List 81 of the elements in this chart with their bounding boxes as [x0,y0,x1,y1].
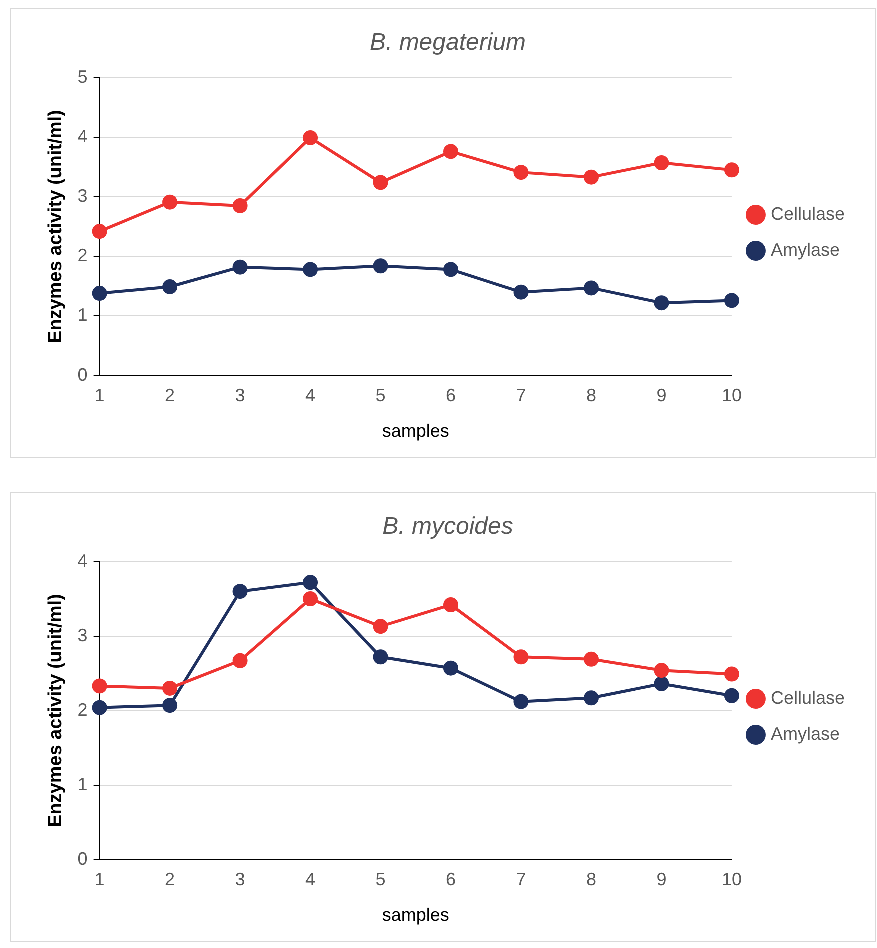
y-tick-label: 1 [78,774,88,794]
x-tick-label: 4 [306,870,316,890]
point [162,680,178,696]
point [162,279,178,294]
chart-title: B. megaterium [370,29,526,56]
x-tick-label: 8 [586,386,596,406]
x-tick-label: 10 [722,870,742,890]
point [162,194,178,210]
x-tick-label: 6 [446,386,456,406]
x-axis-title: samples [382,905,450,926]
point [373,258,388,274]
point [654,663,670,678]
x-tick-label: 7 [516,870,526,890]
point [654,156,670,171]
y-tick-label: 5 [78,66,88,87]
point [514,650,529,665]
y-tick-label: 4 [78,126,88,146]
point [654,676,670,692]
point [584,170,599,185]
legend-label: Amylase [770,240,840,260]
x-tick-label: 9 [656,870,667,890]
point [584,280,599,296]
point [444,144,459,160]
x-tick-label: 8 [586,870,596,890]
point [514,694,529,710]
point [303,575,318,590]
point [444,660,459,676]
point [724,162,740,178]
point [373,650,388,665]
x-axis-title: samples [382,421,450,442]
point [92,224,108,240]
point [724,666,740,682]
chart-title: B. mycoides [382,513,514,540]
point [444,598,459,613]
point [654,296,670,311]
y-tick-label: 1 [78,305,88,326]
y-tick-label: 2 [78,246,88,266]
point [232,198,248,214]
x-tick-label: 2 [165,870,176,890]
x-tick-label: 3 [235,386,246,406]
point [444,262,459,278]
x-tick-label: 3 [235,870,246,890]
point [373,175,388,190]
point [514,165,529,180]
y-tick-label: 3 [78,625,88,646]
point [584,652,599,667]
y-axis-title: Enzymes activity (unit/ml) [46,110,67,344]
point [92,700,108,716]
point [373,619,388,634]
y-tick-label: 0 [78,848,88,869]
point [724,293,740,308]
point [303,262,318,278]
point [584,690,599,706]
legend-label: Cellulase [770,688,846,708]
legend-label: Amylase [770,724,840,744]
point [514,284,529,300]
y-tick-label: 3 [78,186,88,206]
x-tick-label: 9 [656,386,667,406]
point [724,688,740,704]
x-tick-label: 1 [94,870,105,890]
x-tick-label: 1 [94,386,105,406]
x-tick-label: 4 [306,386,316,406]
point [232,260,248,275]
x-tick-label: 2 [165,386,176,406]
legend-label: Cellulase [770,204,846,224]
x-tick-label: 6 [446,870,456,890]
x-tick-label: 5 [376,386,386,406]
point [92,286,108,302]
x-tick-label: 10 [722,386,742,406]
y-axis-title: Enzymes activity (unit/ml) [46,594,67,828]
point [92,678,108,694]
point [232,584,248,600]
point [303,592,318,607]
y-tick-label: 0 [78,364,88,385]
point [232,653,248,668]
x-tick-label: 5 [376,870,386,890]
point [303,130,318,146]
y-tick-label: 2 [78,700,88,720]
x-tick-label: 7 [516,386,526,406]
y-tick-label: 4 [78,550,88,571]
point [162,698,178,714]
